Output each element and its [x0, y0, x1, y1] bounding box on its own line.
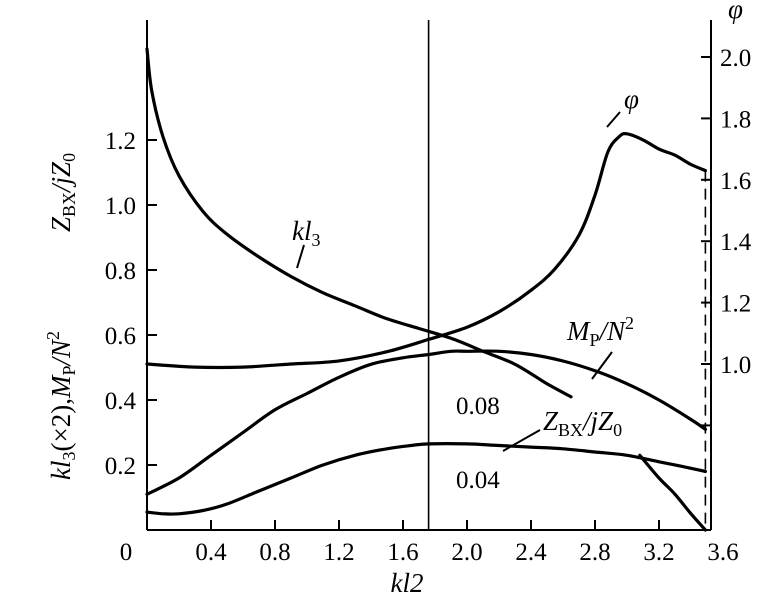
- x-tick-label: 2.0: [451, 539, 482, 566]
- x-tick-label: 1.6: [387, 539, 418, 566]
- x-tick-label: 3.6: [707, 539, 738, 566]
- x-tick-label: 0.4: [195, 539, 227, 566]
- left-y-tick-label: 0.2: [105, 453, 136, 480]
- right-y-tick-label: 1.4: [720, 229, 752, 256]
- left-z-axis-label: ZBX/jZ0: [46, 153, 79, 232]
- left-axis-label: kl3(×2),MP/N2: [43, 331, 79, 480]
- x-tick-label: 0.8: [259, 539, 290, 566]
- phi-label: φ: [624, 84, 639, 114]
- kl3-label: kl3: [292, 216, 321, 250]
- right-y-tick-label: 2.0: [720, 45, 751, 72]
- kl3-leader: [296, 244, 305, 269]
- zbx-curve: [145, 442, 707, 516]
- phi-curve: [145, 131, 707, 370]
- zbx-leader: [502, 429, 541, 452]
- left-y-tick-label: 0.4: [105, 388, 137, 415]
- right-y-tick-label: 1.0: [720, 352, 751, 379]
- x-tick-group: 0 0.4 0.8 1.2 1.6 2.0 2.4 2.8 3.2 3.6: [120, 520, 739, 566]
- right-y-tick-group: 1.0 1.2 1.4 1.6 1.8 2.0: [701, 45, 752, 427]
- mp-leader: [591, 351, 613, 380]
- steep-branch-curve: [638, 453, 707, 532]
- right-y-tick-label: 1.6: [720, 168, 751, 195]
- x-tick-label: 2.4: [515, 539, 547, 566]
- x-tick-label: 0: [120, 539, 133, 566]
- zbx-label: ZBX/jZ0: [543, 406, 622, 440]
- mp-curve: [145, 349, 707, 496]
- kl3-curve: [145, 47, 573, 399]
- x-axis-label: kl2: [391, 568, 424, 598]
- left-y-tick-label: 0.6: [105, 323, 136, 350]
- mp-label: MP/N2: [566, 313, 634, 350]
- zbx-param-label: 0.04: [456, 467, 500, 494]
- mp-param-label: 0.08: [456, 393, 500, 420]
- left-y-tick-label: 1.2: [105, 128, 136, 155]
- phi-leader: [606, 111, 621, 128]
- leader-lines: [296, 111, 621, 452]
- x-axis-title: kl2: [391, 568, 424, 598]
- x-tick-label: 1.2: [323, 539, 354, 566]
- right-axis-label: φ: [728, 0, 743, 24]
- right-y-tick-label: 1.2: [720, 291, 751, 318]
- left-y-tick-label: 1.0: [105, 193, 136, 220]
- x-tick-label: 3.2: [643, 539, 674, 566]
- curves-group: [145, 47, 707, 532]
- left-y-tick-label: 0.8: [105, 258, 136, 285]
- left-y-tick-group: 0.2 0.4 0.6 0.8 1.0 1.2: [105, 128, 157, 480]
- right-y-tick-label: 1.8: [720, 106, 751, 133]
- x-tick-label: 2.8: [579, 539, 610, 566]
